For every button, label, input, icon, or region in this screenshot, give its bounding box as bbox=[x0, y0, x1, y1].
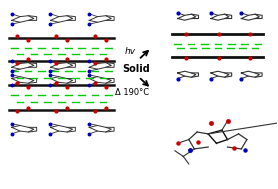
Text: Δ 190°C: Δ 190°C bbox=[115, 88, 149, 97]
Text: Solid: Solid bbox=[122, 64, 150, 74]
Text: hv: hv bbox=[125, 47, 136, 56]
